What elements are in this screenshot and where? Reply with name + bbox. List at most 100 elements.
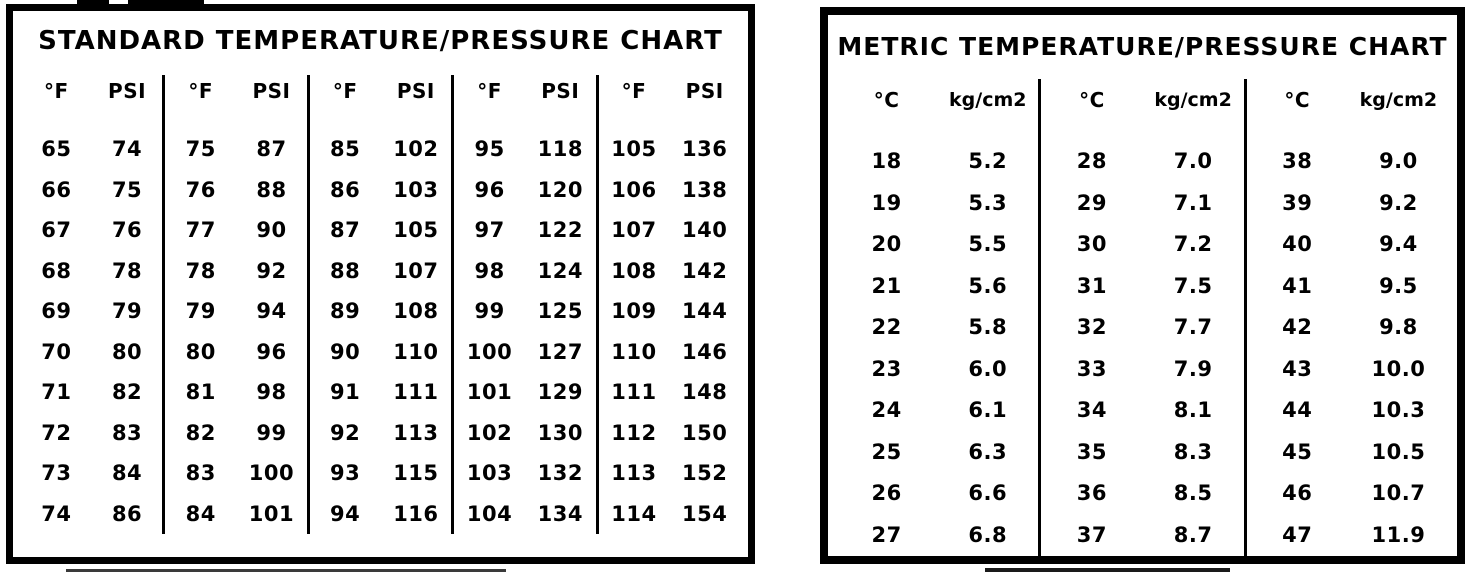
table-row: 70 80: [21, 332, 162, 373]
table-cell: 109: [611, 299, 657, 324]
table-row: 72 83: [21, 413, 162, 454]
table-row: 100 127: [454, 332, 595, 373]
column-group: °F PSI 75 87 76 88 77 90 78 92 79 94 80 96 81 98 82 99 83 1…: [162, 75, 306, 534]
table-cell: 77: [185, 218, 216, 243]
table-cell: 106: [611, 177, 657, 202]
table-row: 108 142: [599, 251, 740, 292]
table-cell: 91: [330, 380, 361, 405]
table-cell: 138: [682, 177, 728, 202]
table-cell: 5.2: [968, 149, 1008, 174]
column-header: PSI: [541, 79, 580, 103]
table-row: 107 140: [599, 210, 740, 251]
table-cell: 9.5: [1379, 273, 1418, 298]
table-cell: 79: [111, 299, 143, 324]
table-cell: 22: [871, 315, 902, 340]
table-row: 31 7.5: [1041, 265, 1243, 307]
table-cell: 71: [41, 380, 72, 405]
table-cell: 70: [41, 339, 72, 364]
column-header: °F: [477, 79, 502, 103]
table-row: 78 92: [165, 251, 306, 292]
table-cell: 127: [537, 339, 583, 364]
table-cell: 129: [537, 380, 583, 405]
table-row: 44 10.3: [1247, 390, 1449, 432]
table-cell: 105: [393, 218, 439, 243]
table-row: 109 144: [599, 291, 740, 332]
table-cell: 66: [41, 177, 72, 202]
table-cell: 80: [185, 339, 216, 364]
column-header-row: °C kg/cm2: [1247, 79, 1449, 121]
table-cell: 92: [330, 420, 361, 445]
scan-artifact: [985, 568, 1230, 572]
table-cell: 146: [682, 339, 728, 364]
table-cell: 87: [330, 218, 361, 243]
table-row: 32 7.7: [1041, 307, 1243, 349]
table-row: 30 7.2: [1041, 224, 1243, 266]
table-cell: 41: [1282, 273, 1313, 298]
table-cell: 30: [1076, 232, 1108, 257]
column-header: kg/cm2: [1154, 88, 1232, 111]
column-group: °F PSI 105 136 106 138 107 140 108 142 109 144 110 14…: [595, 75, 740, 534]
table-row: 113 152: [599, 453, 740, 494]
table-cell: 78: [185, 258, 216, 283]
table-cell: 74: [111, 137, 143, 162]
table-row: 29 7.1: [1041, 182, 1243, 224]
column-header-row: °F PSI: [599, 75, 740, 107]
table-cell: 107: [611, 218, 657, 243]
column-header-row: °F PSI: [21, 75, 162, 107]
column-header: PSI: [396, 79, 435, 103]
table-cell: 118: [537, 137, 583, 162]
table-row: 27 6.8: [836, 514, 1038, 556]
table-cell: 93: [330, 461, 361, 486]
table-cell: 101: [248, 501, 295, 526]
table-row: 25 6.3: [836, 431, 1038, 473]
table-cell: 7.0: [1173, 149, 1213, 174]
table-cell: 18: [871, 149, 902, 174]
table-cell: 5.8: [968, 315, 1008, 340]
table-row: 43 10.0: [1247, 348, 1449, 390]
table-row: 67 76: [21, 210, 162, 251]
table-row: 20 5.5: [836, 224, 1038, 266]
table-cell: 45: [1282, 439, 1313, 464]
table-cell: 101: [466, 380, 513, 405]
table-row: 28 7.0: [1041, 141, 1243, 183]
table-cell: 40: [1282, 232, 1313, 257]
column-header: kg/cm2: [1359, 88, 1438, 111]
table-cell: 5.5: [968, 232, 1008, 257]
table-row: 101 129: [454, 372, 595, 413]
table-cell: 29: [1076, 190, 1108, 215]
table-cell: 152: [682, 461, 728, 486]
table-cell: 82: [111, 380, 143, 405]
table-row: 73 84: [21, 453, 162, 494]
table-cell: 81: [185, 380, 216, 405]
table-cell: 8.7: [1173, 522, 1213, 547]
table-row: 93 115: [310, 453, 451, 494]
table-row: 42 9.8: [1247, 307, 1449, 349]
table-cell: 23: [871, 356, 902, 381]
table-row: 94 116: [310, 494, 451, 535]
table-cell: 88: [256, 177, 287, 202]
table-row: 84 101: [165, 494, 306, 535]
table-cell: 73: [41, 461, 72, 486]
table-cell: 38: [1282, 149, 1313, 174]
table-cell: 88: [330, 258, 361, 283]
table-cell: 5.6: [968, 273, 1008, 298]
table-row: 99 125: [454, 291, 595, 332]
column-header: °F: [621, 79, 647, 103]
table-cell: 113: [393, 420, 439, 445]
table-cell: 39: [1282, 190, 1313, 215]
table-row: 88 107: [310, 251, 451, 292]
scan-artifact: [66, 569, 506, 572]
table-cell: 42: [1282, 315, 1313, 340]
table-cell: 136: [682, 137, 728, 162]
column-group: °F PSI 85 102 86 103 87 105 88 107 89 108 90 110 91 111…: [306, 75, 451, 535]
column-header-row: °F PSI: [454, 75, 595, 107]
table-row: 23 6.0: [836, 348, 1038, 390]
table-row: 79 94: [165, 291, 306, 332]
column-group: °F PSI 65 74 66 75 67 76 68 78 69 79 70 80 71 82 72 83 73 8…: [21, 75, 162, 534]
table-cell: 76: [185, 177, 216, 202]
table-row: 104 134: [454, 494, 595, 535]
column-header: °F: [332, 79, 358, 103]
table-cell: 10.0: [1371, 356, 1426, 381]
table-cell: 31: [1076, 273, 1108, 298]
